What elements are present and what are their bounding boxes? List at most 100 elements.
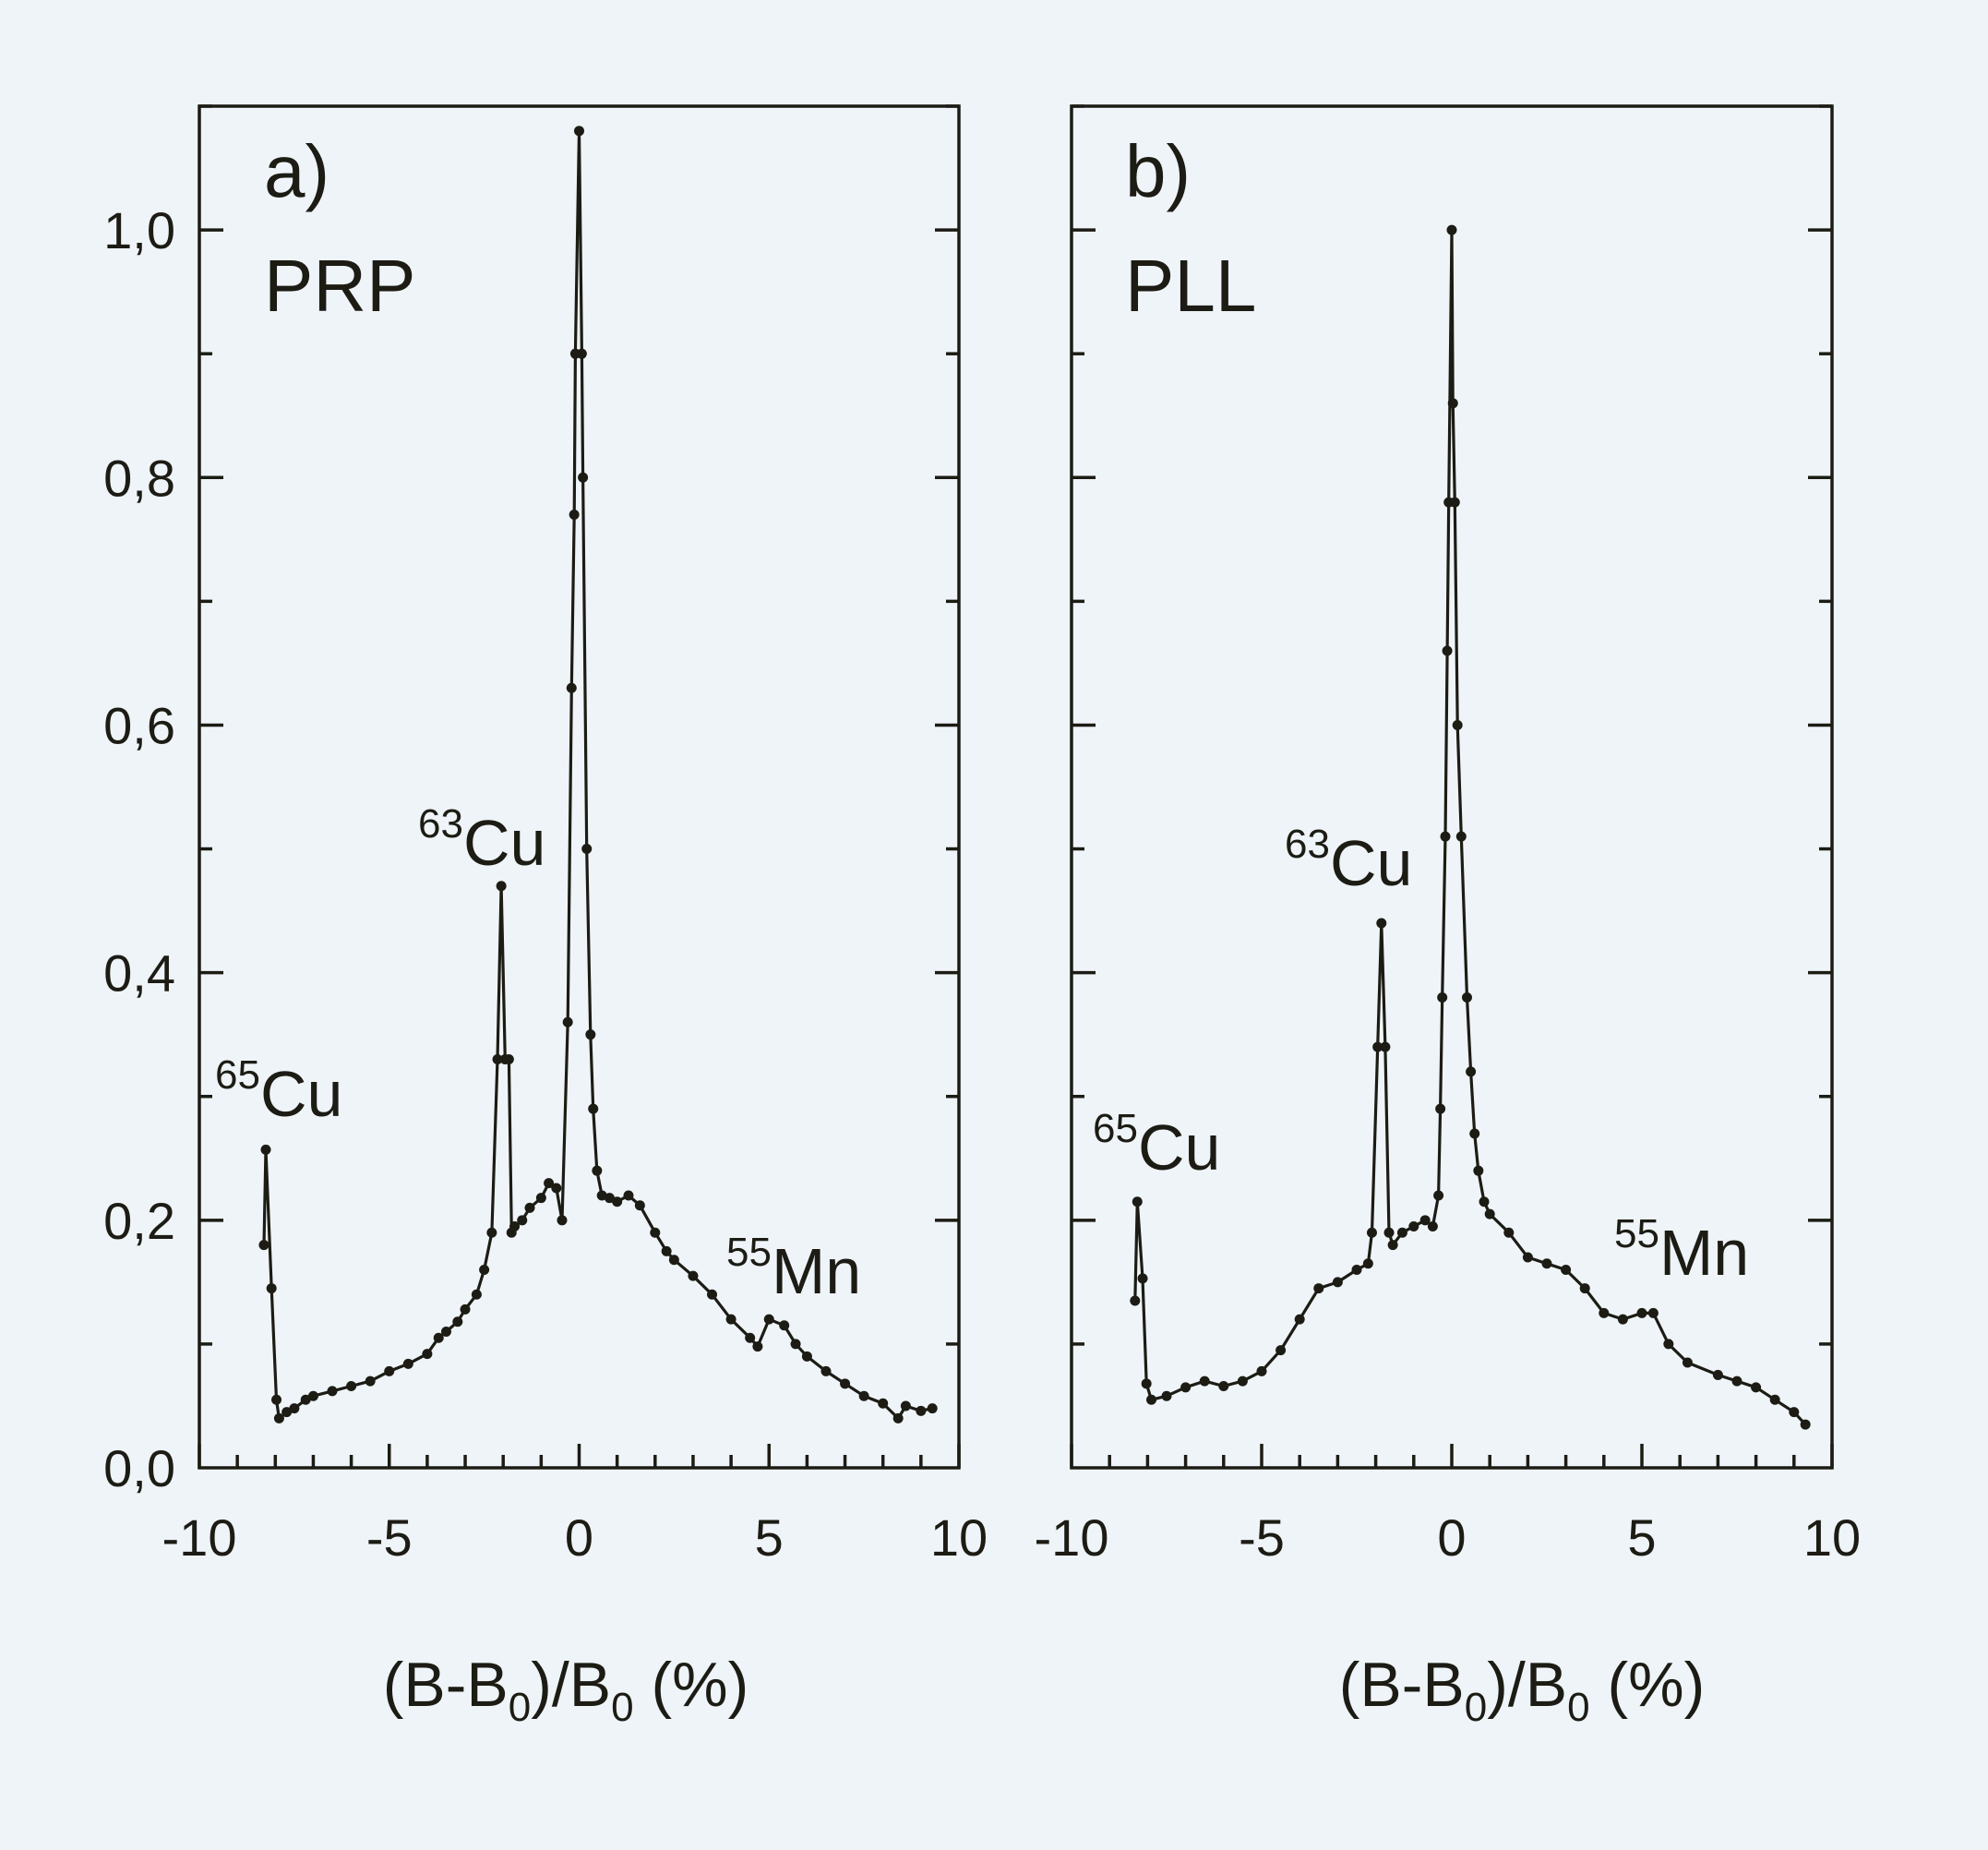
- panel-b-data-point: [1751, 1382, 1762, 1393]
- panel-a-data-point: [273, 1412, 284, 1424]
- panel-a-data-point: [327, 1386, 338, 1397]
- panel-a-ytick-label: 0,6: [103, 696, 175, 754]
- panel-b-data-point: [1294, 1314, 1305, 1325]
- panel-b-data-point: [1161, 1390, 1172, 1401]
- panel-a-data-point: [422, 1349, 433, 1360]
- panel-b-data-point: [1663, 1339, 1674, 1350]
- panel-a-data-point: [569, 510, 580, 520]
- panel-a-data-point: [544, 1178, 555, 1189]
- panel-b-data-point: [1455, 831, 1467, 842]
- panel-b-data-point: [1433, 1190, 1444, 1201]
- panel-a-data-point: [578, 472, 589, 483]
- panel-a-data-point: [479, 1264, 490, 1275]
- panel-b-xtick-label: 5: [1627, 1508, 1656, 1567]
- panel-a-xtick-label: -10: [162, 1508, 237, 1567]
- panel-b-xlabel: (B-B0)/B0 (%): [1339, 1650, 1706, 1730]
- panel-a-data-point: [752, 1341, 763, 1352]
- panel-a-data-point: [258, 1240, 269, 1251]
- panel-a-data-point: [557, 1215, 568, 1226]
- panel-a-data-point: [551, 1183, 562, 1194]
- panel-b-data-point: [1180, 1382, 1192, 1393]
- panel-b-data-point: [1313, 1283, 1324, 1294]
- panel-a-data-point: [840, 1378, 851, 1389]
- panel-b-data-point: [1256, 1365, 1267, 1376]
- panel-b-data-point: [1447, 398, 1458, 409]
- panel-b-data-point: [1541, 1258, 1552, 1269]
- panel-b-data-point: [1237, 1375, 1248, 1387]
- panel-b-data-point: [1789, 1407, 1800, 1418]
- panel-b-data-point: [1396, 1227, 1407, 1238]
- panel-a-data-point: [900, 1400, 911, 1412]
- panel-a-data-point: [661, 1245, 672, 1256]
- panel-b-data-point: [1437, 991, 1448, 1003]
- panel-b-data-point: [1376, 918, 1387, 929]
- panel-b-title: PLL: [1125, 245, 1256, 327]
- panel-b-data-point: [1452, 719, 1463, 730]
- panel-a-data-point: [820, 1365, 832, 1376]
- panel-b-data-point: [1503, 1227, 1515, 1238]
- panel-a-xtick-label: 0: [565, 1508, 593, 1567]
- panel-b-data-point: [1479, 1196, 1490, 1207]
- panel-b-data-point: [1446, 224, 1457, 235]
- panel-b: -10 -5 0 5 10 b) PLL 65Cu 63Cu 55Mn (B-B0)/B…: [1035, 104, 1861, 1730]
- panel-a-ytick-label: 1,0: [103, 201, 175, 259]
- panel-a-data-point: [509, 1221, 521, 1232]
- panel-a-data-point: [524, 1202, 535, 1213]
- panel-a-data-point: [574, 126, 584, 137]
- panel-b-data-point: [1419, 1215, 1431, 1226]
- panel-a-data-point: [745, 1332, 756, 1343]
- panel-b-data-point: [1647, 1307, 1659, 1318]
- panel-a-data-point: [289, 1403, 300, 1414]
- panel-a-data-point: [266, 1283, 277, 1294]
- panel-a-data-point: [927, 1403, 938, 1414]
- panel-a-data-point: [562, 1016, 573, 1027]
- panel-a-data-point: [503, 1054, 514, 1064]
- panel-a-data-point: [623, 1190, 634, 1201]
- panel-a-xtick-label: -5: [366, 1508, 413, 1567]
- panel-b-data-point: [1275, 1345, 1287, 1356]
- panel-a-data-point: [576, 348, 587, 359]
- annotation-63cu-b: 63Cu: [1285, 822, 1412, 899]
- panel-b-data-point: [1351, 1264, 1362, 1275]
- panel-a-data-point: [300, 1394, 311, 1405]
- panel-a-data-point: [688, 1270, 699, 1281]
- panel-b-data-point: [1130, 1295, 1141, 1306]
- panel-a-series-line: [262, 129, 933, 1421]
- panel-a-ytick-label: 0,0: [103, 1439, 175, 1497]
- panel-b-xtick-label: -10: [1035, 1508, 1109, 1567]
- panel-a-data-point: [486, 1227, 497, 1238]
- panel-a-data-point: [916, 1405, 927, 1416]
- panel-a-data-point: [492, 1054, 503, 1064]
- panel-a-data-point: [460, 1303, 471, 1315]
- panel-b-data-point: [1332, 1277, 1343, 1288]
- panel-a-data-point: [260, 1144, 271, 1155]
- panel-a-data-point: [588, 1103, 599, 1114]
- panel-b-xtick-label: 0: [1437, 1508, 1466, 1567]
- panel-a-data-point: [634, 1200, 645, 1211]
- panel-b-data-point: [1599, 1307, 1610, 1318]
- panel-b-data-point: [1408, 1221, 1419, 1232]
- panel-b-data-point: [1442, 645, 1453, 656]
- panel-b-data-point: [1387, 1240, 1398, 1251]
- panel-b-data-point: [1682, 1357, 1693, 1368]
- panel-a: -10 -5 0 5 100,00,20,40,60,81,0 a) PRP 65Cu …: [103, 104, 988, 1730]
- annotation-65cu-a: 65Cu: [215, 1052, 342, 1130]
- panel-b-data-point: [1146, 1394, 1157, 1405]
- panel-b-data-point: [1427, 1221, 1438, 1232]
- panel-a-data-point: [650, 1227, 661, 1238]
- panel-a-data-point: [585, 1029, 596, 1040]
- panel-a-data-point: [592, 1165, 603, 1176]
- panel-a-data-point: [271, 1394, 282, 1405]
- panel-a-data-point: [612, 1196, 623, 1207]
- panel-a-xlabel: (B-B0)/B0 (%): [383, 1650, 749, 1730]
- panel-b-data-point: [1769, 1394, 1780, 1405]
- panel-a-label: a): [264, 130, 329, 212]
- panel-a-data-point: [281, 1407, 293, 1418]
- panel-a-data-point: [365, 1375, 376, 1387]
- panel-a-ytick-label: 0,8: [103, 449, 175, 507]
- panel-b-xtick-label: -5: [1239, 1508, 1285, 1567]
- panel-a-data-point: [452, 1316, 463, 1327]
- panel-a-data-point: [801, 1351, 812, 1362]
- panel-b-data-point: [1362, 1258, 1373, 1269]
